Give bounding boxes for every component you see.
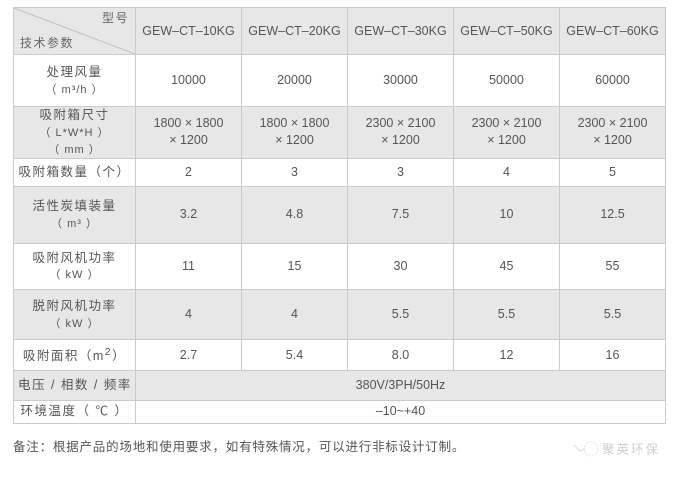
svg-text:聚英环保: 聚英环保 <box>602 443 660 457</box>
